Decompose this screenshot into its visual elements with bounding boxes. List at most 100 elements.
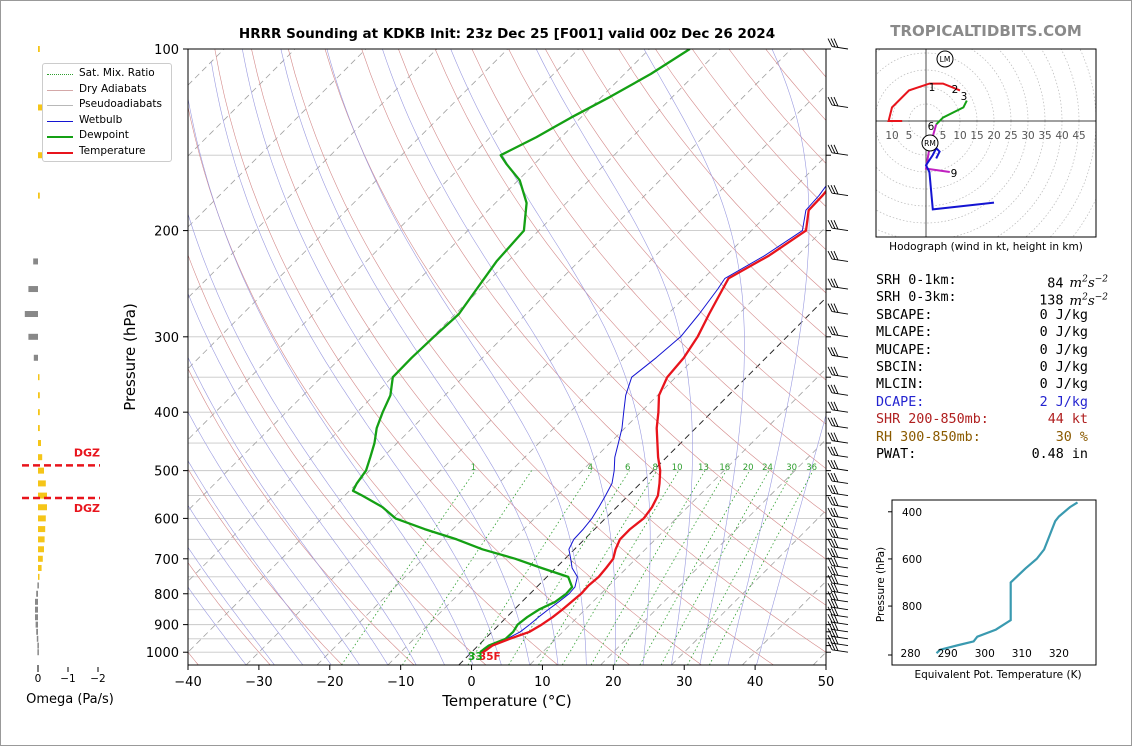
wind-barb-flag bbox=[833, 432, 839, 442]
parameters-panel: SRH 0-1km: 84 m2s−2 SRH 0-3km: 138 m2s−2 SBCAP… bbox=[876, 272, 1116, 463]
omega-bar bbox=[38, 555, 43, 562]
hodograph: 10 5 5 10 15 20 25 30 35 40 45 LM RM 1 23 6 9 bbox=[875, 48, 1097, 238]
dgz-label: DGZ bbox=[74, 446, 100, 459]
legend-label: Dewpoint bbox=[79, 129, 129, 141]
wind-barb-flag bbox=[830, 278, 836, 288]
wind-barb-flag bbox=[833, 401, 839, 411]
height-label: 1 bbox=[929, 82, 936, 94]
moist-adiabat bbox=[188, 546, 275, 665]
wind-barb-shaft bbox=[831, 515, 849, 519]
wind-barb-flag bbox=[827, 326, 833, 335]
wind-barb-flag bbox=[827, 574, 833, 584]
wind-barbs bbox=[827, 38, 849, 653]
moist-adiabat bbox=[643, 49, 745, 665]
wind-barb-flag bbox=[830, 401, 836, 411]
mixing-ratio-line bbox=[538, 470, 658, 665]
wind-barb-flag bbox=[827, 460, 833, 469]
parameter-label: SBCIN: bbox=[876, 359, 925, 375]
wind-barb-flag bbox=[830, 326, 836, 336]
dry-adiabat bbox=[434, 49, 826, 514]
height-label: 2 bbox=[952, 84, 959, 96]
wind-barb-flag bbox=[827, 250, 833, 260]
wind-barb-flag bbox=[827, 538, 833, 548]
wind-barb-flag bbox=[830, 460, 836, 469]
omega-bar bbox=[38, 573, 40, 580]
moist-adiabat bbox=[326, 49, 587, 665]
parameter-row: MUCAPE: 0 J/kg bbox=[876, 342, 1116, 359]
wind-barb-flag bbox=[827, 366, 833, 375]
wind-barb-shaft bbox=[831, 649, 849, 653]
parameter-row: DCAPE: 2 J/kg bbox=[876, 394, 1116, 411]
wind-barb-flag bbox=[833, 220, 839, 230]
wind-barb-flag bbox=[830, 446, 836, 456]
omega-panel: 0 −1 −2 Omega (Pa/s) DGZ DGZ bbox=[22, 46, 114, 707]
dewpoint-line bbox=[351, 49, 691, 654]
wind-barb-flag bbox=[827, 599, 833, 608]
surface-temp-label: 35F bbox=[479, 651, 501, 663]
mixing-ratio-line bbox=[709, 470, 814, 665]
omega-bar bbox=[38, 46, 40, 52]
theta-e-x-tick-label: 320 bbox=[1049, 648, 1069, 660]
parameter-row: PWAT: 0.48 in bbox=[876, 446, 1116, 463]
wind-barb-flag bbox=[827, 144, 833, 154]
x-tick-label: 10 bbox=[534, 675, 551, 690]
mixing-ratio-label: 1 bbox=[471, 463, 476, 473]
theta-e-x-tick-label: 280 bbox=[901, 648, 921, 660]
moist-adiabat bbox=[382, 49, 616, 665]
omega-bar bbox=[38, 526, 46, 533]
moist-adiabat bbox=[188, 504, 304, 665]
wind-barb-flag bbox=[833, 446, 839, 456]
mixing-ratio-line bbox=[639, 470, 750, 665]
surface-dewpoint-label: 33 bbox=[468, 651, 483, 663]
wind-barb-flag bbox=[830, 641, 836, 651]
omega-bar bbox=[38, 480, 46, 487]
hodograph-tick-label: 30 bbox=[1021, 130, 1034, 142]
mixing-ratio-label: 24 bbox=[762, 463, 773, 473]
parameter-row: MLCAPE: 0 J/kg bbox=[876, 324, 1116, 341]
isotherm bbox=[188, 49, 792, 653]
parameter-value: 0.48 in bbox=[1031, 446, 1088, 462]
omega-tick-label: 0 bbox=[35, 673, 42, 685]
moist-adiabat bbox=[188, 586, 247, 665]
legend-label: Temperature bbox=[79, 144, 146, 157]
wind-barb-flag bbox=[827, 384, 833, 394]
isotherm bbox=[316, 155, 826, 665]
theta-e-y-tick-label: 800 bbox=[902, 601, 922, 613]
parameter-label: SBCAPE: bbox=[876, 307, 933, 323]
wind-barb-flag bbox=[833, 507, 839, 518]
legend-label: Pseudoadiabats bbox=[79, 98, 162, 110]
hodograph-frame bbox=[875, 48, 1097, 238]
parameter-label: SRH 0-3km: bbox=[876, 290, 957, 306]
omega-bar bbox=[36, 628, 38, 635]
wind-barb-flag bbox=[830, 185, 836, 194]
wind-barb-flag bbox=[830, 566, 836, 576]
x-tick-label: 40 bbox=[747, 675, 764, 690]
temperature-line bbox=[482, 189, 826, 654]
dry-adiabat bbox=[361, 49, 826, 606]
moist-adiabat bbox=[211, 61, 502, 665]
wind-barb-flag bbox=[830, 606, 836, 616]
wind-barb-flag bbox=[833, 472, 839, 483]
wind-barb-flag bbox=[833, 548, 839, 558]
wind-barb-flag bbox=[833, 641, 839, 652]
theta-e-panel: 280 290 300 310 320 400 600 800 Equivalent Pot. … bbox=[875, 499, 1097, 681]
hodograph-caption: Hodograph (wind in kt, height in km) bbox=[889, 241, 1083, 253]
wind-barb-flag bbox=[827, 566, 833, 575]
chart-title: HRRR Sounding at KDKB Init: 23z Dec 25 [… bbox=[238, 26, 776, 42]
wind-barb-flag bbox=[833, 599, 839, 609]
wind-barb-flag bbox=[827, 606, 833, 616]
mixing-ratio-line bbox=[402, 470, 532, 665]
theta-e-y-tick-label: 400 bbox=[902, 507, 922, 519]
wind-barb-flag bbox=[830, 366, 836, 376]
wind-barb-flag bbox=[833, 635, 839, 645]
omega-tick-label: −2 bbox=[90, 673, 105, 685]
y-tick-label: 900 bbox=[154, 619, 179, 634]
moist-adiabat bbox=[188, 96, 474, 665]
storm-motion-marker bbox=[921, 134, 939, 152]
wind-barb-flag bbox=[827, 507, 833, 517]
omega-bar bbox=[38, 492, 47, 499]
dry-adiabat bbox=[188, 105, 558, 665]
isotherm bbox=[529, 368, 826, 665]
